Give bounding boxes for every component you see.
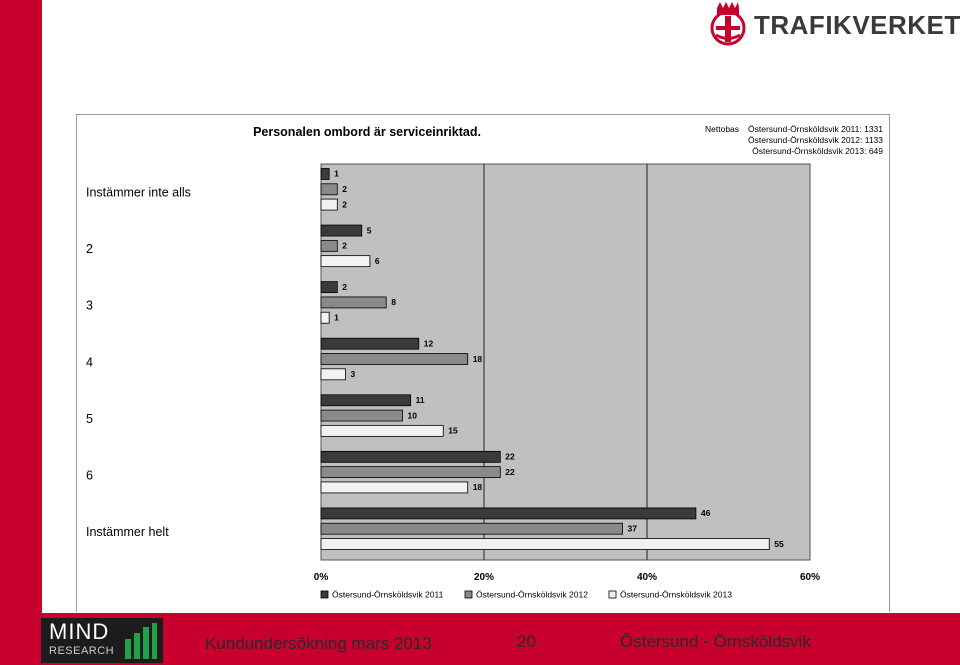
x-tick-label: 0% (314, 572, 329, 583)
data-label: 18 (473, 354, 483, 364)
data-label: 2 (342, 282, 347, 292)
bar (320, 239, 338, 252)
data-label: 55 (774, 539, 784, 549)
x-tick-label: 20% (474, 572, 494, 583)
data-label: 5 (367, 225, 372, 235)
legend-swatch (320, 590, 329, 599)
chart-frame: Personalen ombord är serviceinriktad. Ne… (76, 114, 890, 612)
footer-survey: Kundundersökning mars 2013 (205, 634, 432, 653)
category-label: Instämmer helt (86, 525, 169, 539)
category-label: 2 (86, 242, 93, 256)
bar (320, 522, 623, 535)
bar (320, 224, 363, 237)
bar (320, 337, 420, 350)
data-label: 2 (342, 199, 347, 209)
crown-emblem-icon (710, 2, 746, 46)
bar (320, 198, 338, 211)
category-label: 3 (86, 299, 93, 313)
bar-graph-icon (125, 623, 157, 659)
nettobas-entry: Östersund-Örnsköldsvik 2013: 649 (752, 146, 883, 156)
legend-label: Östersund-Örnsköldsvik 2013 (620, 590, 732, 600)
bar (320, 424, 444, 437)
data-label: 3 (350, 369, 355, 379)
x-tick-label: 40% (637, 572, 657, 583)
data-label: 18 (473, 482, 483, 492)
bar (320, 311, 330, 324)
category-label: Instämmer inte alls (86, 186, 191, 200)
data-label: 2 (342, 184, 347, 194)
data-label: 1 (334, 169, 339, 179)
category-label: 6 (86, 468, 93, 482)
bar (320, 183, 338, 196)
bar (320, 481, 469, 494)
legend-swatch (464, 590, 473, 599)
legend-label: Östersund-Örnsköldsvik 2011 (332, 590, 444, 600)
nettobas-label: Nettobas (705, 124, 739, 134)
data-label: 22 (505, 452, 515, 462)
bar (320, 450, 501, 463)
partner-name: MIND (49, 619, 110, 644)
left-accent-band (0, 0, 42, 665)
bar (320, 409, 403, 422)
chart-legend: Östersund-Örnsköldsvik 2011 Östersund-Örn… (320, 590, 732, 600)
data-label: 37 (628, 523, 638, 533)
nettobas-entry: Östersund-Örnsköldsvik 2011: 1331 (748, 124, 883, 134)
bar (320, 368, 346, 381)
bar (320, 466, 501, 479)
partner-sub: RESEARCH (49, 645, 115, 657)
data-label: 2 (342, 241, 347, 251)
data-label: 8 (391, 297, 396, 307)
brand-name: TRAFIKVERKET (754, 10, 960, 40)
data-label: 11 (416, 395, 425, 405)
bar (320, 353, 469, 365)
bar (320, 255, 371, 268)
category-label: 5 (86, 412, 93, 426)
bar (320, 296, 387, 309)
bar (320, 168, 330, 180)
bar (320, 538, 770, 550)
data-label: 6 (375, 256, 380, 266)
trafikverket-logo: TRAFIKVERKET (708, 2, 960, 50)
chart-title: Personalen ombord är serviceinriktad. (253, 125, 481, 139)
footer-route: Östersund - Örnsköldsvik (620, 632, 811, 651)
mind-research-logo: MIND RESEARCH (41, 618, 163, 663)
data-label: 12 (424, 338, 434, 348)
bar (320, 394, 412, 407)
nettobas-entry: Östersund-Örnsköldsvik 2012: 1133 (748, 135, 883, 145)
footer-page-number: 20 (517, 632, 536, 651)
x-tick-label: 60% (800, 572, 820, 583)
data-label: 1 (334, 312, 339, 322)
category-label: 4 (86, 355, 93, 369)
bar (320, 507, 697, 520)
data-label: 10 (408, 410, 418, 420)
data-label: 46 (701, 508, 711, 518)
legend-label: Östersund-Örnsköldsvik 2012 (476, 590, 588, 600)
data-label: 15 (448, 426, 458, 436)
data-label: 22 (505, 467, 515, 477)
nettobas-box: Nettobas Östersund-Örnsköldsvik 2011: 13… (705, 124, 883, 156)
bar-chart: Personalen ombord är serviceinriktad. Ne… (86, 124, 883, 600)
bar (320, 281, 338, 294)
legend-swatch (608, 590, 617, 599)
